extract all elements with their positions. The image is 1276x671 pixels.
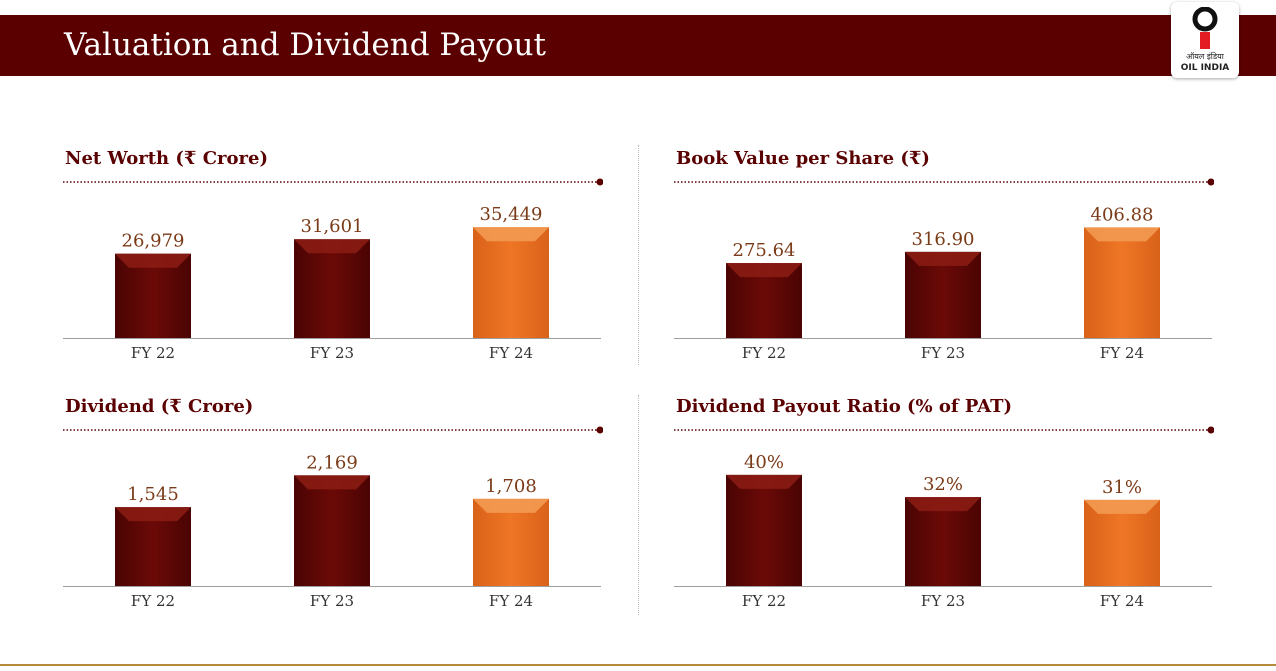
bar-fy23 — [905, 251, 981, 338]
logo-hindi-text: ऑयल इंडिया — [1186, 52, 1224, 61]
logo-english-text: OIL INDIA — [1180, 63, 1230, 73]
category-label: FY 24 — [1100, 344, 1144, 362]
net-worth-title: Net Worth (₹ Crore) — [65, 148, 268, 169]
bar-fy24 — [473, 498, 549, 586]
data-label: 275.64 — [733, 240, 796, 261]
data-label: 1,708 — [485, 476, 537, 497]
data-label: 406.88 — [1091, 204, 1154, 225]
bar-fy22 — [115, 253, 191, 338]
data-label: 316.90 — [912, 229, 975, 250]
category-label: FY 22 — [742, 344, 786, 362]
title-rule-end-dot — [596, 178, 603, 186]
data-label: 40% — [744, 452, 784, 473]
title-rule-end-dot — [1207, 426, 1214, 434]
category-label: FY 23 — [310, 592, 354, 610]
bar-fy23 — [294, 239, 370, 338]
book-value-chart-svg: 275.64 FY 22 316.90 FY 23 406.88 FY 24 — [674, 178, 1214, 362]
category-label: FY 23 — [921, 592, 965, 610]
net-worth-chart-svg: 26,979 FY 22 31,601 FY 23 35,449 FY 24 — [63, 178, 603, 362]
bar-fy23 — [905, 497, 981, 586]
category-label: FY 22 — [131, 592, 175, 610]
chart-book-value: 275.64 FY 22 316.90 FY 23 406.88 FY 24 Book V… — [674, 148, 1214, 378]
data-label: 31,601 — [301, 216, 364, 237]
bar-fy22 — [115, 507, 191, 586]
category-label: FY 24 — [489, 344, 533, 362]
payout-ratio-chart-svg: 40% FY 22 32% FY 23 31% FY 24 — [674, 426, 1214, 610]
header-bar: Valuation and Dividend Payout — [0, 15, 1276, 76]
bar-fy24 — [1084, 499, 1160, 586]
chart-payout-ratio: 40% FY 22 32% FY 23 31% FY 24 Dividend Payout… — [674, 396, 1214, 626]
title-rule-end-dot — [596, 426, 603, 434]
footer-rule — [0, 664, 1276, 666]
category-label: FY 24 — [489, 592, 533, 610]
category-label: FY 23 — [921, 344, 965, 362]
payout-ratio-title: Dividend Payout Ratio (% of PAT) — [676, 396, 1013, 417]
dividend-chart-svg: 1,545 FY 22 2,169 FY 23 1,708 FY 24 — [63, 426, 603, 610]
data-label: 35,449 — [480, 204, 543, 225]
data-label: 31% — [1102, 477, 1142, 498]
data-label: 26,979 — [122, 231, 185, 252]
chart-dividend: 1,545 FY 22 2,169 FY 23 1,708 FY 24 Dividend … — [63, 396, 603, 626]
category-label: FY 22 — [742, 592, 786, 610]
bar-fy23 — [294, 475, 370, 586]
column-divider-bottom — [638, 395, 639, 615]
bar-fy22 — [726, 474, 802, 586]
bar-fy24 — [1084, 227, 1160, 338]
bar-fy24 — [473, 227, 549, 338]
dividend-title: Dividend (₹ Crore) — [65, 396, 254, 417]
page-title: Valuation and Dividend Payout — [64, 27, 546, 63]
category-label: FY 24 — [1100, 592, 1144, 610]
bar-fy22 — [726, 263, 802, 338]
oil-drop-icon — [1192, 7, 1218, 49]
title-rule-end-dot — [1207, 178, 1214, 186]
data-label: 2,169 — [306, 452, 358, 473]
column-divider-top — [638, 145, 639, 365]
category-label: FY 22 — [131, 344, 175, 362]
data-label: 32% — [923, 474, 963, 495]
category-label: FY 23 — [310, 344, 354, 362]
oil-india-logo: ऑयल इंडिया OIL INDIA — [1171, 2, 1239, 78]
book-value-title: Book Value per Share (₹) — [676, 148, 930, 169]
chart-net-worth: 26,979 FY 22 31,601 FY 23 35,449 FY 24 Net Wo… — [63, 148, 603, 378]
data-label: 1,545 — [127, 484, 179, 505]
